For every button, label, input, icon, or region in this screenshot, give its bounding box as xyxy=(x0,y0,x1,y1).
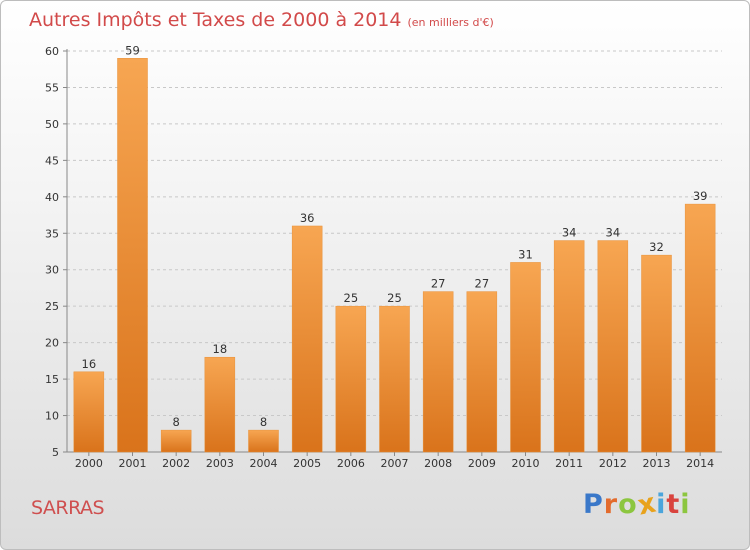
bar-2012 xyxy=(597,240,629,453)
x-tick-label-2014: 2014 xyxy=(686,457,714,470)
y-tick-label: 15 xyxy=(45,373,59,386)
data-label-2012: 34 xyxy=(606,226,621,240)
y-tick-label: 55 xyxy=(45,81,59,94)
proxiti-logo: Proxiti xyxy=(583,487,691,521)
chart-title-text: Autres Impôts et Taxes de 2000 à 2014 xyxy=(29,9,402,31)
x-tick-label-2003: 2003 xyxy=(206,457,234,470)
logo-letter: o xyxy=(618,489,638,520)
bar-2009 xyxy=(466,291,498,453)
bar-2004 xyxy=(248,429,279,453)
bars xyxy=(73,58,716,453)
grid-lines xyxy=(67,50,722,417)
y-tick-label: 40 xyxy=(45,191,59,204)
data-label-2013: 32 xyxy=(649,240,664,254)
x-tick-label-2010: 2010 xyxy=(512,457,540,470)
bar-2010 xyxy=(510,262,541,453)
data-label-2004: 8 xyxy=(260,415,267,429)
chart-subtitle: (en milliers d'€) xyxy=(407,16,494,29)
logo-letter: i xyxy=(656,489,667,520)
data-label-2003: 18 xyxy=(213,342,228,356)
logo-letter: P xyxy=(583,489,604,520)
chart-title: Autres Impôts et Taxes de 2000 à 2014 (en… xyxy=(29,9,494,31)
y-tick-label: 45 xyxy=(45,154,59,167)
logo-letter: r xyxy=(603,489,619,520)
data-label-2005: 36 xyxy=(300,211,315,225)
data-label-2001: 59 xyxy=(125,43,140,57)
data-label-2014: 39 xyxy=(693,189,708,203)
bar-2008 xyxy=(422,291,454,453)
x-tick-label-2012: 2012 xyxy=(599,457,627,470)
x-tick-label-2005: 2005 xyxy=(293,457,321,470)
x-tick-label-2013: 2013 xyxy=(643,457,671,470)
bar-2006 xyxy=(335,305,367,453)
x-tick-label-2007: 2007 xyxy=(381,457,409,470)
data-label-2010: 31 xyxy=(518,247,533,261)
data-label-2009: 27 xyxy=(475,277,490,291)
logo-letter: t xyxy=(666,489,681,520)
x-tick-label-2000: 2000 xyxy=(75,457,103,470)
data-label-2007: 25 xyxy=(387,291,402,305)
logo-letter: i xyxy=(680,489,691,520)
data-label-2008: 27 xyxy=(431,277,446,291)
y-tick-label: 10 xyxy=(45,410,59,423)
y-tick-label: 20 xyxy=(45,337,59,350)
x-tick-label-2002: 2002 xyxy=(162,457,190,470)
y-tick-label: 35 xyxy=(45,227,59,240)
x-tick-label-2011: 2011 xyxy=(555,457,583,470)
bar-2014 xyxy=(684,203,716,453)
y-tick-label: 5 xyxy=(52,446,59,459)
bar-2003 xyxy=(204,356,236,453)
y-tick-label: 25 xyxy=(45,300,59,313)
x-tick-label-2006: 2006 xyxy=(337,457,365,470)
bar-2013 xyxy=(641,254,672,453)
commune-name: SARRAS xyxy=(31,497,105,519)
bar-2000 xyxy=(73,371,105,453)
data-label-2002: 8 xyxy=(173,415,180,429)
labels: 16 2000 59 2001 8 2002 18 2003 8 2004 36 2005 25 2006… xyxy=(75,43,714,470)
bar-2011 xyxy=(553,240,585,453)
data-label-2000: 16 xyxy=(82,357,97,371)
y-tick-label: 50 xyxy=(45,118,59,131)
x-tick-label-2001: 2001 xyxy=(119,457,147,470)
x-tick-label-2004: 2004 xyxy=(250,457,278,470)
y-tick-label: 30 xyxy=(45,264,59,277)
data-label-2011: 34 xyxy=(562,226,577,240)
bar-2001 xyxy=(117,58,148,453)
bar-2002 xyxy=(160,429,192,453)
x-tick-label-2008: 2008 xyxy=(424,457,452,470)
bar-2005 xyxy=(291,225,323,453)
bar-2007 xyxy=(379,305,410,453)
y-tick-label: 60 xyxy=(45,45,59,58)
data-label-2006: 25 xyxy=(344,291,359,305)
x-tick-label-2009: 2009 xyxy=(468,457,496,470)
